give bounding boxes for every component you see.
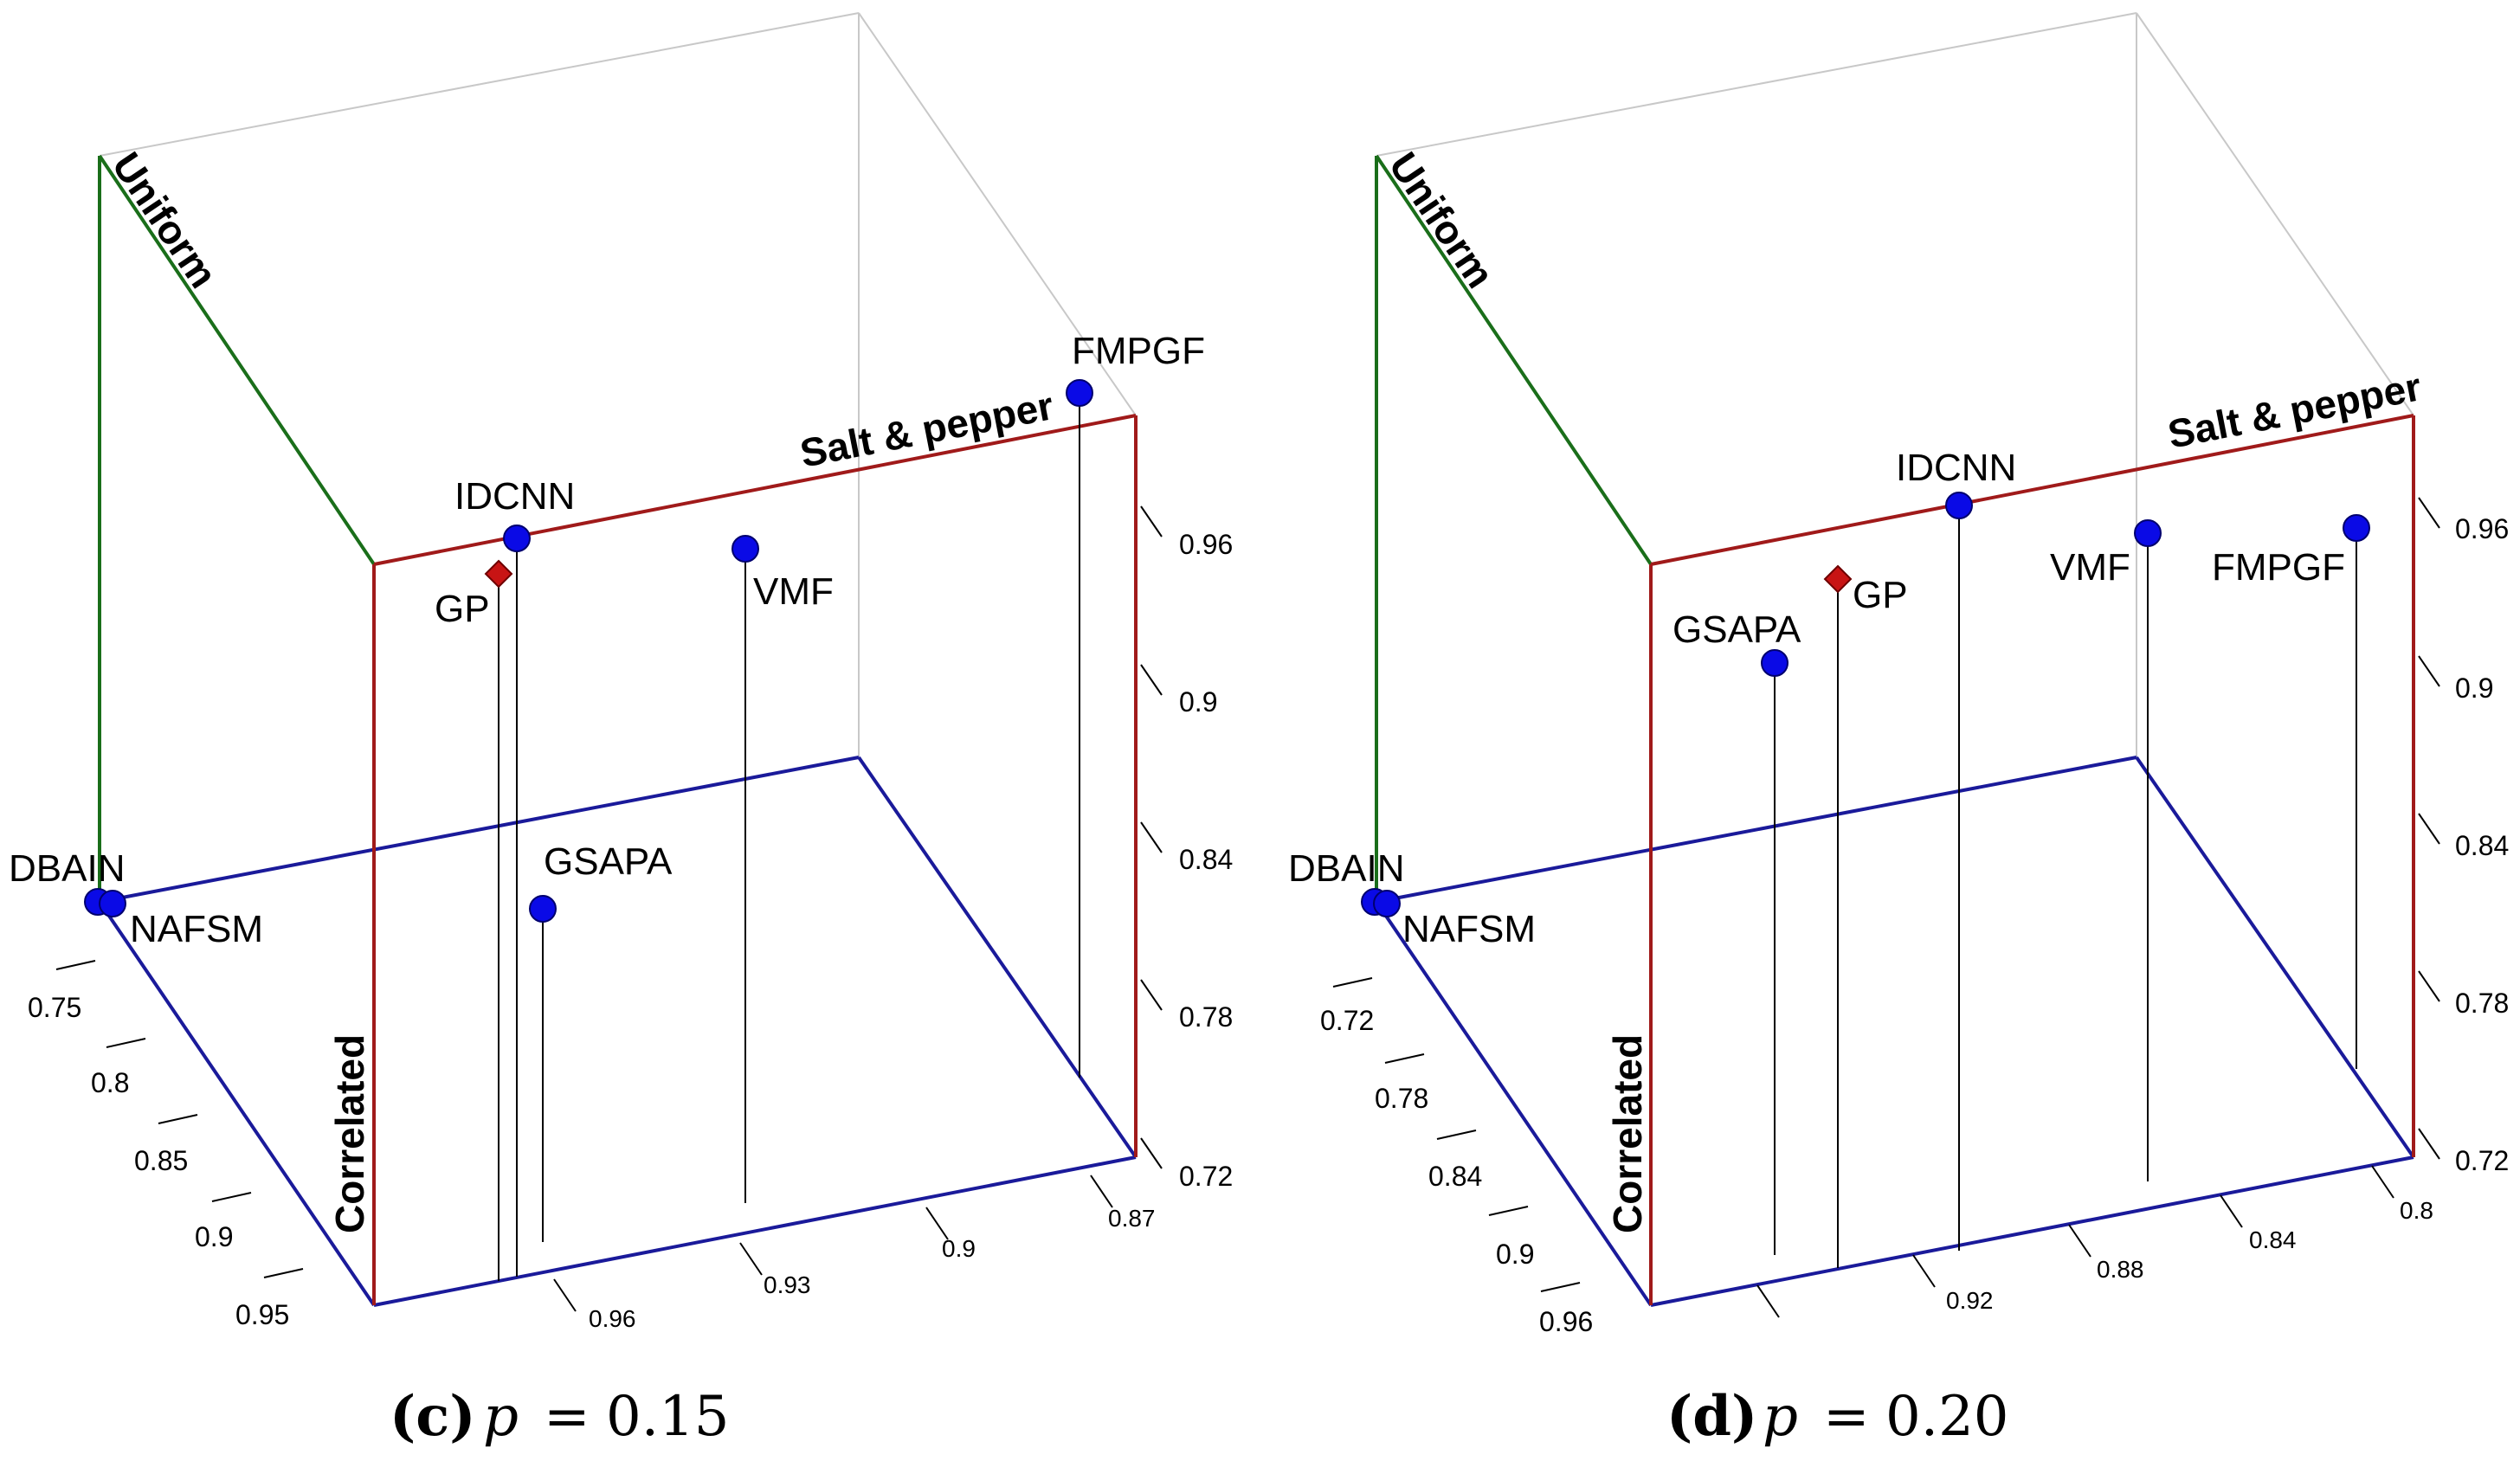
panel-c-label-nafsm: NAFSM [130,908,263,950]
panel-c-label-dbain: DBAIN [9,847,125,890]
panel-c: Uniform Salt & pepper Correlated 0.96 0.… [9,12,1233,1449]
panel-c-ctick-0: 0.75 [28,992,81,1023]
panel-c-marker-gp [484,559,513,589]
panel-d-stick-1: 0.88 [2097,1256,2144,1283]
panel-d-caption-eq: = [1823,1385,1870,1449]
panel-c-label-gp: GP [435,588,490,630]
panel-d-vertical-ticks: 0.96 0.9 0.84 0.78 0.72 [2418,497,2509,1176]
panel-d-markers [1361,492,2370,917]
panel-c-vtick-4: 0.72 [1179,1161,1233,1192]
panel-d-ctick-4: 0.96 [1539,1306,1593,1337]
panel-d-ctick-3: 0.9 [1496,1239,1534,1270]
panel-d-salt-pepper-label: Salt & pepper [2164,364,2425,457]
panel-c-marker-vmf [732,535,759,563]
panel-d-label-gsapa: GSAPA [1672,608,1801,651]
panel-d-label-vmf: VMF [2050,546,2130,589]
panel-d: Uniform Salt & pepper Correlated 0.96 0.… [1288,12,2509,1449]
panel-c-salt-ticks: 0.96 0.93 0.9 0.87 [553,1175,1156,1332]
panel-c-marker-gsapa [529,895,557,923]
panel-d-marker-gp [1823,564,1853,594]
panel-c-label-fmpgf: FMPGF [1072,330,1205,372]
panel-c-label-vmf: VMF [753,570,834,613]
panel-d-label-idcnn: IDCNN [1896,447,2016,489]
panel-d-caption-value: 0.20 [1885,1385,2009,1449]
panel-d-label-gp: GP [1853,574,1908,616]
panel-c-ctick-2: 0.85 [134,1145,188,1176]
panel-d-stick-3: 0.8 [2400,1197,2433,1224]
panel-d-marker-gsapa [1761,649,1788,677]
panel-c-ctick-1: 0.8 [91,1067,129,1098]
panel-d-label-dbain: DBAIN [1288,847,1404,890]
panel-c-caption-label: (c) [390,1384,476,1449]
panel-c-marker-fmpgf [1066,379,1093,407]
panel-c-markers [84,379,1093,923]
panel-d-ctick-0: 0.72 [1320,1005,1374,1036]
panel-c-vertical-ticks: 0.96 0.9 0.84 0.78 0.72 [1140,505,1233,1192]
panel-c-correlated-ticks: 0.75 0.8 0.85 0.9 0.95 [28,960,304,1330]
panel-d-caption: (d) p = 0.20 [1666,1384,2009,1449]
panel-d-ctick-2: 0.84 [1428,1161,1482,1192]
panel-d-vtick-0: 0.96 [2455,513,2509,544]
panel-c-caption-var: p [483,1385,519,1449]
panel-c-caption-eq: = [544,1385,590,1449]
panel-d-point-labels: DBAIN NAFSM GSAPA GP IDCNN VMF FMPGF [1288,447,2345,950]
panel-d-vtick-3: 0.78 [2455,988,2509,1019]
panel-d-correlated-ticks: 0.72 0.78 0.84 0.9 0.96 [1320,977,1593,1337]
panel-d-salt-ticks: 0.92 0.88 0.84 0.8 [1756,1165,2433,1318]
panel-c-stick-3: 0.87 [1108,1205,1156,1232]
panel-c-vtick-0: 0.96 [1179,529,1233,560]
panel-c-box-lines [98,12,1138,1307]
panel-d-vtick-1: 0.9 [2455,673,2493,704]
panel-d-marker-nafsm [1373,890,1401,917]
panel-c-stick-0: 0.96 [589,1305,636,1332]
panel-c-stems [498,393,1080,1281]
panel-d-marker-fmpgf [2343,514,2370,542]
panel-d-vtick-4: 0.72 [2455,1145,2509,1176]
panel-c-stick-1: 0.93 [764,1271,811,1298]
panel-c-label-gsapa: GSAPA [544,840,673,883]
panel-d-label-fmpgf: FMPGF [2212,546,2345,589]
panel-c-ctick-3: 0.9 [195,1221,233,1252]
panel-c-uniform-label: Uniform [104,145,227,296]
panel-c-correlated-label: Correlated [327,1034,372,1233]
panel-d-correlated-label: Correlated [1605,1034,1650,1233]
panel-d-marker-vmf [2134,519,2162,547]
panel-c-caption: (c) p = 0.15 [390,1384,730,1449]
panel-c-label-idcnn: IDCNN [454,475,575,518]
panel-d-uniform-label: Uniform [1381,145,1504,296]
panel-c-vtick-1: 0.9 [1179,686,1217,718]
panel-c-marker-nafsm [99,890,126,917]
panel-d-stick-0: 0.92 [1946,1287,1994,1314]
panel-d-label-nafsm: NAFSM [1402,908,1536,950]
panel-c-point-labels: DBAIN NAFSM IDCNN GP VMF FMPGF GSAPA [9,330,1205,950]
panel-c-stick-2: 0.9 [942,1235,976,1262]
panel-d-vtick-2: 0.84 [2455,830,2509,861]
panel-d-box-lines [1375,12,2415,1307]
panel-c-ctick-4: 0.95 [235,1299,289,1330]
panel-d-stems [1774,505,2357,1268]
panel-c-vtick-2: 0.84 [1179,844,1233,875]
panel-d-caption-var: p [1763,1385,1798,1449]
panel-c-caption-value: 0.15 [606,1385,730,1449]
panel-d-ctick-1: 0.78 [1375,1083,1428,1114]
panel-c-marker-idcnn [503,525,531,552]
panel-c-vtick-3: 0.78 [1179,1001,1233,1033]
panel-c-salt-pepper-label: Salt & pepper [796,383,1057,476]
panel-d-stick-2: 0.84 [2249,1226,2297,1253]
panel-d-caption-label: (d) [1666,1384,1757,1449]
panel-d-marker-idcnn [1945,492,1973,519]
